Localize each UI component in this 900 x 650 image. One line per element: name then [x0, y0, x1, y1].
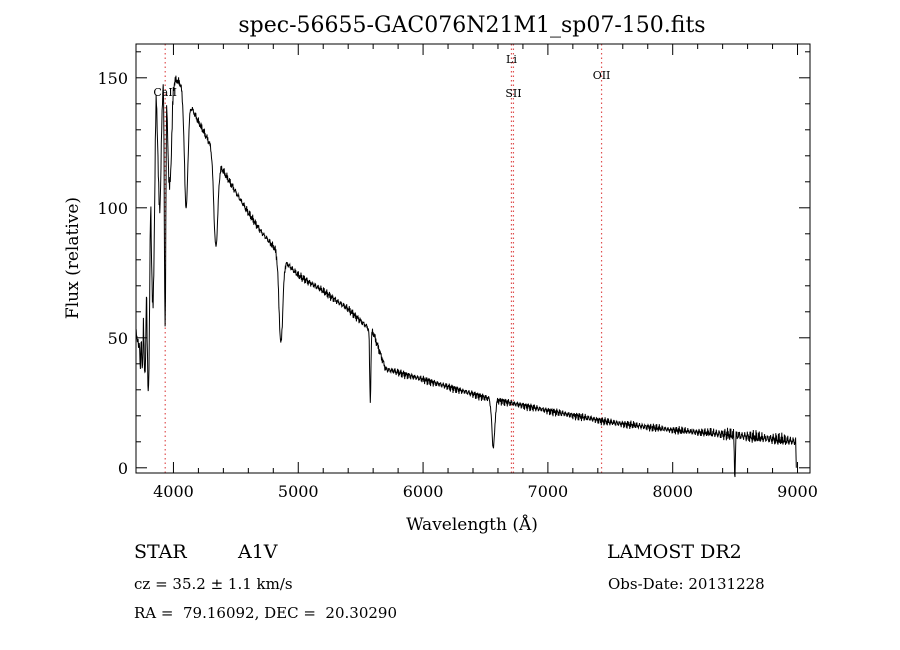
- axis-ticks: [136, 44, 810, 473]
- x-tick-label: 8000: [652, 482, 693, 501]
- x-tick-label: 6000: [403, 482, 444, 501]
- y-axis-label: Flux (relative): [63, 197, 83, 319]
- object-class: STAR: [134, 541, 187, 563]
- spectrum-line: [135, 75, 797, 478]
- spectral-subclass: A1V: [238, 541, 278, 563]
- coordinates: RA = 79.16092, DEC = 20.30290: [134, 604, 398, 622]
- redshift-cz: cz = 35.2 ± 1.1 km/s: [134, 575, 293, 593]
- plot-frame: [135, 43, 811, 474]
- x-tick-label: 9000: [777, 482, 818, 501]
- axis-tick-labels: 4000 5000 6000 7000 8000 9000 0 50 100 150: [97, 69, 817, 501]
- marker-label: CaII: [153, 86, 177, 99]
- y-tick-label: 100: [97, 199, 128, 218]
- marker-label: OII: [593, 69, 611, 82]
- x-tick-label: 5000: [278, 482, 319, 501]
- x-tick-label: 7000: [528, 482, 569, 501]
- marker-label: SII: [505, 87, 521, 100]
- chart-title: spec-56655-GAC076N21M1_sp07-150.fits: [238, 13, 705, 38]
- y-tick-label: 150: [97, 69, 128, 88]
- observation-date: Obs-Date: 20131228: [608, 575, 765, 593]
- survey-label: LAMOST DR2: [607, 541, 742, 563]
- y-tick-label: 0: [118, 459, 128, 478]
- spectral-line-markers: CaII Li SII OII: [153, 44, 610, 473]
- marker-label: Li: [506, 53, 517, 66]
- x-tick-label: 4000: [153, 482, 194, 501]
- y-tick-label: 50: [108, 329, 128, 348]
- x-axis-label: Wavelength (Å): [406, 514, 538, 535]
